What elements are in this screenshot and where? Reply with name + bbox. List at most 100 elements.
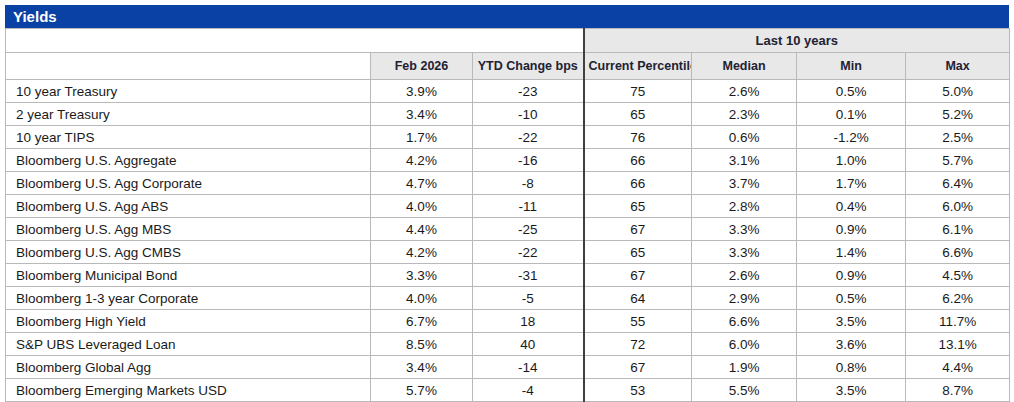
median-cell: 2.3% bbox=[692, 103, 797, 126]
ytd-change-bps-cell: -4 bbox=[473, 379, 584, 402]
max-cell: 5.7% bbox=[906, 149, 1010, 172]
min-cell: 0.1% bbox=[797, 103, 906, 126]
section-title-bar: Yields bbox=[5, 5, 1009, 28]
table-row: Bloomberg Emerging Markets USD 5.7% -4 5… bbox=[6, 379, 1010, 402]
max-cell: 11.7% bbox=[906, 310, 1010, 333]
ytd-change-bps-cell: -16 bbox=[473, 149, 584, 172]
median-cell: 2.6% bbox=[692, 80, 797, 103]
median-cell: 6.0% bbox=[692, 333, 797, 356]
table-row: Bloomberg Global Agg 3.4% -14 67 1.9% 0.… bbox=[6, 356, 1010, 379]
current-percentile-cell: 55 bbox=[584, 310, 692, 333]
column-header-median: Median bbox=[692, 53, 797, 80]
row-label-cell: Bloomberg Municipal Bond bbox=[6, 264, 371, 287]
min-cell: 0.5% bbox=[797, 287, 906, 310]
max-cell: 13.1% bbox=[906, 333, 1010, 356]
table-body: 10 year Treasury 3.9% -23 75 2.6% 0.5% 5… bbox=[6, 80, 1010, 402]
table-row: Bloomberg U.S. Agg MBS 4.4% -25 67 3.3% … bbox=[6, 218, 1010, 241]
row-label-cell: Bloomberg High Yield bbox=[6, 310, 371, 333]
row-label-cell: Bloomberg 1-3 year Corporate bbox=[6, 287, 371, 310]
column-header-label bbox=[6, 53, 371, 80]
max-cell: 5.0% bbox=[906, 80, 1010, 103]
max-cell: 6.4% bbox=[906, 172, 1010, 195]
ytd-change-bps-cell: -10 bbox=[473, 103, 584, 126]
group-header-last-10-years: Last 10 years bbox=[584, 29, 1010, 53]
median-cell: 2.6% bbox=[692, 264, 797, 287]
median-cell: 3.7% bbox=[692, 172, 797, 195]
max-cell: 8.7% bbox=[906, 379, 1010, 402]
current-percentile-cell: 76 bbox=[584, 126, 692, 149]
table-row: Bloomberg U.S. Agg Corporate 4.7% -8 66 … bbox=[6, 172, 1010, 195]
median-cell: 6.6% bbox=[692, 310, 797, 333]
column-header-row: Feb 2026 YTD Change bps Current Percenti… bbox=[6, 53, 1010, 80]
table-row: Bloomberg U.S. Agg CMBS 4.2% -22 65 3.3%… bbox=[6, 241, 1010, 264]
ytd-change-bps-cell: -14 bbox=[473, 356, 584, 379]
min-cell: 3.6% bbox=[797, 333, 906, 356]
current-percentile-cell: 65 bbox=[584, 241, 692, 264]
min-cell: 1.0% bbox=[797, 149, 906, 172]
ytd-change-bps-cell: 18 bbox=[473, 310, 584, 333]
min-cell: 0.9% bbox=[797, 218, 906, 241]
median-cell: 5.5% bbox=[692, 379, 797, 402]
median-cell: 2.9% bbox=[692, 287, 797, 310]
table-row: 2 year Treasury 3.4% -10 65 2.3% 0.1% 5.… bbox=[6, 103, 1010, 126]
feb-2026-cell: 4.7% bbox=[371, 172, 473, 195]
feb-2026-cell: 4.2% bbox=[371, 149, 473, 172]
table-row: S&P UBS Leveraged Loan 8.5% 40 72 6.0% 3… bbox=[6, 333, 1010, 356]
max-cell: 5.2% bbox=[906, 103, 1010, 126]
feb-2026-cell: 3.9% bbox=[371, 80, 473, 103]
ytd-change-bps-cell: -22 bbox=[473, 241, 584, 264]
feb-2026-cell: 4.4% bbox=[371, 218, 473, 241]
ytd-change-bps-cell: -23 bbox=[473, 80, 584, 103]
min-cell: 0.8% bbox=[797, 356, 906, 379]
column-header-current-percentile: Current Percentile bbox=[584, 53, 692, 80]
min-cell: 3.5% bbox=[797, 379, 906, 402]
current-percentile-cell: 67 bbox=[584, 356, 692, 379]
feb-2026-cell: 1.7% bbox=[371, 126, 473, 149]
group-header-spacer bbox=[6, 29, 584, 53]
max-cell: 2.5% bbox=[906, 126, 1010, 149]
yields-page: Yields Last 10 years Feb 2026 YTD Change… bbox=[0, 0, 1014, 402]
table-row: 10 year TIPS 1.7% -22 76 0.6% -1.2% 2.5% bbox=[6, 126, 1010, 149]
feb-2026-cell: 4.0% bbox=[371, 287, 473, 310]
column-header-min: Min bbox=[797, 53, 906, 80]
feb-2026-cell: 3.4% bbox=[371, 356, 473, 379]
feb-2026-cell: 6.7% bbox=[371, 310, 473, 333]
group-header-row: Last 10 years bbox=[6, 29, 1010, 53]
min-cell: 0.5% bbox=[797, 80, 906, 103]
table-row: Bloomberg U.S. Aggregate 4.2% -16 66 3.1… bbox=[6, 149, 1010, 172]
median-cell: 1.9% bbox=[692, 356, 797, 379]
ytd-change-bps-cell: -11 bbox=[473, 195, 584, 218]
current-percentile-cell: 67 bbox=[584, 264, 692, 287]
column-header-feb-2026: Feb 2026 bbox=[371, 53, 473, 80]
max-cell: 6.6% bbox=[906, 241, 1010, 264]
ytd-change-bps-cell: -31 bbox=[473, 264, 584, 287]
row-label-cell: Bloomberg U.S. Agg CMBS bbox=[6, 241, 371, 264]
current-percentile-cell: 72 bbox=[584, 333, 692, 356]
ytd-change-bps-cell: -22 bbox=[473, 126, 584, 149]
row-label-cell: Bloomberg U.S. Agg MBS bbox=[6, 218, 371, 241]
min-cell: -1.2% bbox=[797, 126, 906, 149]
ytd-change-bps-cell: 40 bbox=[473, 333, 584, 356]
median-cell: 3.1% bbox=[692, 149, 797, 172]
median-cell: 2.8% bbox=[692, 195, 797, 218]
current-percentile-cell: 75 bbox=[584, 80, 692, 103]
row-label-cell: Bloomberg U.S. Agg Corporate bbox=[6, 172, 371, 195]
table-row: Bloomberg Municipal Bond 3.3% -31 67 2.6… bbox=[6, 264, 1010, 287]
row-label-cell: 10 year TIPS bbox=[6, 126, 371, 149]
feb-2026-cell: 3.4% bbox=[371, 103, 473, 126]
feb-2026-cell: 5.7% bbox=[371, 379, 473, 402]
max-cell: 6.1% bbox=[906, 218, 1010, 241]
current-percentile-cell: 66 bbox=[584, 172, 692, 195]
column-header-max: Max bbox=[906, 53, 1010, 80]
table-row: Bloomberg High Yield 6.7% 18 55 6.6% 3.5… bbox=[6, 310, 1010, 333]
median-cell: 3.3% bbox=[692, 218, 797, 241]
table-row: 10 year Treasury 3.9% -23 75 2.6% 0.5% 5… bbox=[6, 80, 1010, 103]
page-title: Yields bbox=[13, 8, 57, 25]
current-percentile-cell: 65 bbox=[584, 195, 692, 218]
min-cell: 1.4% bbox=[797, 241, 906, 264]
row-label-cell: S&P UBS Leveraged Loan bbox=[6, 333, 371, 356]
table-row: Bloomberg 1-3 year Corporate 4.0% -5 64 … bbox=[6, 287, 1010, 310]
feb-2026-cell: 8.5% bbox=[371, 333, 473, 356]
max-cell: 4.4% bbox=[906, 356, 1010, 379]
ytd-change-bps-cell: -8 bbox=[473, 172, 584, 195]
